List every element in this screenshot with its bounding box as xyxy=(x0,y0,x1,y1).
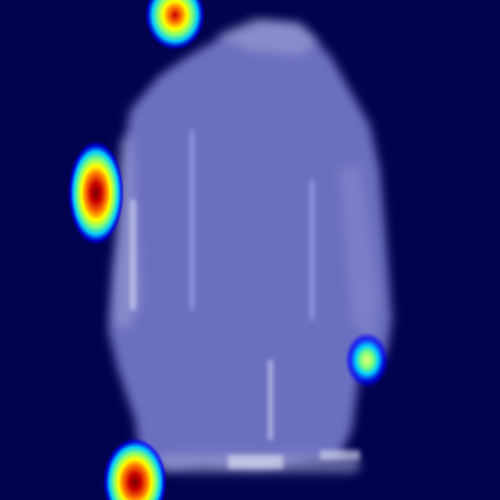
silhouette-body xyxy=(108,20,392,470)
hotspot-bottom-left xyxy=(103,438,167,500)
hotspot-left-upper xyxy=(68,141,124,245)
silhouette-right-sleeve xyxy=(340,165,378,345)
silhouette-collar xyxy=(215,18,320,55)
silhouette-highlights xyxy=(130,130,360,469)
hotspot-top-center xyxy=(145,0,205,50)
hotspot-right-lower xyxy=(345,332,389,388)
hotspots xyxy=(68,0,389,500)
